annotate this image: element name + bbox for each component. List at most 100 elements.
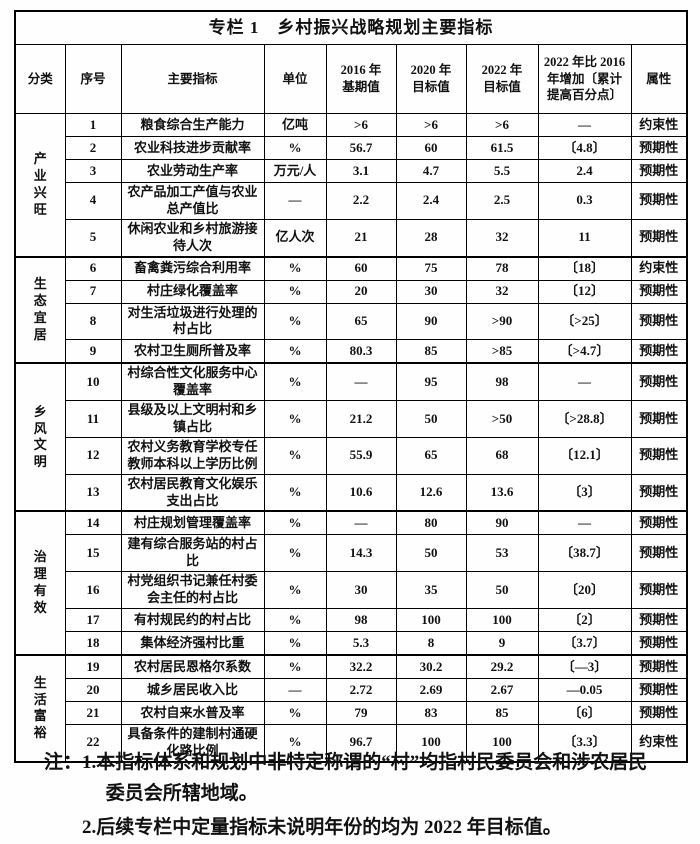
increase-cell: — [537,510,632,536]
header-2016: 2016 年 基期值 [325,44,397,114]
increase-cell: 〔4.8〕 [537,136,632,160]
table-row: 8 对生活垃圾进行处理的村占比% 65 90 >90 〔>25〕 预期性 [15,302,688,341]
value-2016-cell: 60 [325,255,397,281]
note-item: 1.本指标体系和规划中非特定称谓的“村”均指村民委员会和涉农居民委员会所辖地域。 [82,752,648,804]
value-2020-cell: 65 [395,436,467,475]
table-row: 3 农业劳动生产率 万元/人 3.1 4.7 5.5 2.4 预期性 [15,159,688,183]
increase-cell: — [537,113,632,137]
value-2016-cell: 2.72 [325,678,397,703]
row-number-cell: 13 [64,473,122,512]
increase-cell: — [537,362,632,402]
value-2020-cell: 85 [395,339,467,364]
row-number-cell: 18 [64,631,122,656]
unit-cell: 亿人次 [263,218,327,258]
category-cell: 乡风文明 [14,362,66,512]
row-number-cell: 9 [64,339,122,364]
table-row: 20 城乡居民收入比 —2.72 2.69 2.67 —0.05 预期性 [15,678,688,703]
increase-cell: 〔—3〕 [537,654,632,680]
row-number-cell: 16 [64,571,122,610]
category-cell: 生态宜居 [14,255,66,364]
unit-cell: 万元/人 [263,159,327,183]
row-number-cell: 7 [64,279,122,304]
attribute-cell: 预期性 [630,510,688,536]
table-row: 9 农村卫生厕所普及率% 80.3 85 >85 〔>4.7〕 预期性 [15,339,688,364]
header-attribute: 属性 [630,44,688,114]
row-number-cell: 6 [64,255,122,281]
attribute-cell: 预期性 [630,534,688,573]
value-2020-cell: 30.2 [395,654,467,680]
value-2022-cell: 53 [465,534,539,573]
value-2016-cell: 55.9 [325,436,397,475]
table-row: 生活富裕 19 农村居民恩格尔系数% 32.2 30.2 29.2 〔—3〕 预期性 [14,654,688,763]
value-2016-cell: 5.3 [325,631,397,656]
table-row: 15 建有综合服务站的村占比% 14.3 50 53 〔38.7〕 预期性 [15,534,688,573]
value-2022-cell: 98 [465,362,539,402]
value-2020-cell: 2.69 [395,678,467,703]
indicator-cell: 农业科技进步贡献率 [120,136,265,160]
indicator-cell: 农村居民教育文化娱乐支出占比 [120,473,265,512]
increase-cell: —0.05 [537,678,632,703]
table-row: 17 有村规民约的村占比% 98 100 100 〔2〕 预期性 [15,608,688,633]
table-row: 生态宜居 6 畜禽粪污综合利用率% 60 75 78 〔18〕 约束性 [14,255,688,364]
footnotes: 注： 1.本指标体系和规划中非特定称谓的“村”均指村民委员会和涉农居民委员会所辖… [44,748,662,843]
indicator-cell: 集体经济强村比重 [120,631,265,656]
unit-cell: % [263,701,327,726]
increase-cell: 〔6〕 [537,701,632,726]
value-2016-cell: — [325,510,397,536]
value-2022-cell: >50 [465,400,539,438]
attribute-cell: 预期性 [630,400,688,438]
row-number-cell: 12 [64,436,122,475]
increase-cell: 〔38.7〕 [537,534,632,573]
unit-cell: % [263,279,327,304]
increase-cell: 11 [537,218,632,258]
indicator-cell: 村庄绿化覆盖率 [120,279,265,304]
value-2022-cell: 100 [465,608,539,633]
value-2022-cell: 90 [465,510,539,536]
value-2020-cell: 95 [395,362,467,402]
value-2022-cell: 61.5 [465,136,539,160]
unit-cell: % [263,339,327,364]
unit-cell: % [263,510,327,536]
attribute-cell: 预期性 [630,701,688,726]
unit-cell: % [263,608,327,633]
indicator-cell: 农村卫生厕所普及率 [120,339,265,364]
value-2020-cell: 12.6 [395,473,467,512]
table-row: 18 集体经济强村比重% 5.3 8 9 〔3.7〕 预期性 [15,631,688,656]
attribute-cell: 预期性 [630,473,688,512]
unit-cell: % [263,136,327,160]
table-header-row: 分类 序号 主要指标 单位 2016 年 基期值 2020 年 目标值 2022… [14,44,688,114]
header-2020: 2020 年 目标值 [395,44,467,114]
indicator-cell: 农村居民恩格尔系数 [120,654,265,680]
note-items: 1.本指标体系和规划中非特定称谓的“村”均指村民委员会和涉农居民委员会所辖地域。… [82,748,662,843]
table-row: 产业兴旺 1 粮食综合生产能力 亿吨 >6 >6 >6— 约束性 [14,112,688,258]
unit-cell: — [263,182,327,220]
attribute-cell: 预期性 [630,159,688,183]
value-2022-cell: 9 [465,631,539,656]
attribute-cell: 约束性 [630,255,688,281]
row-number-cell: 20 [64,678,122,703]
row-number-cell: 11 [64,400,122,438]
unit-cell: — [263,678,327,703]
attribute-cell: 约束性 [630,724,688,763]
table-row: 13 农村居民教育文化娱乐支出占比% 10.6 12.6 13.6 〔3〕 预期性 [15,473,688,512]
note-item: 2.后续专栏中定量指标未说明年份的均为 2022 年目标值。 [82,816,562,838]
attribute-cell: 预期性 [630,302,688,341]
value-2016-cell: 32.2 [325,654,397,680]
value-2016-cell: 20 [325,279,397,304]
increase-cell: 〔2〕 [537,608,632,633]
attribute-cell: 预期性 [630,136,688,160]
indicator-cell: 农村义务教育学校专任教师本科以上学历比例 [120,436,265,475]
value-2016-cell: 80.3 [325,339,397,364]
value-2022-cell: 85 [465,701,539,726]
value-2016-cell: 2.2 [325,182,397,220]
increase-cell: 0.3 [537,182,632,220]
indicator-cell: 农产品加工产值与农业总产值比 [120,182,265,220]
indicator-cell: 城乡居民收入比 [120,678,265,703]
value-2020-cell: 30 [395,279,467,304]
value-2016-cell: 21 [325,218,397,258]
value-2020-cell: 50 [395,400,467,438]
value-2020-cell: 100 [395,608,467,633]
category-text: 生活富裕 [33,674,47,741]
unit-cell: % [263,400,327,438]
note-label: 注： [44,752,83,773]
